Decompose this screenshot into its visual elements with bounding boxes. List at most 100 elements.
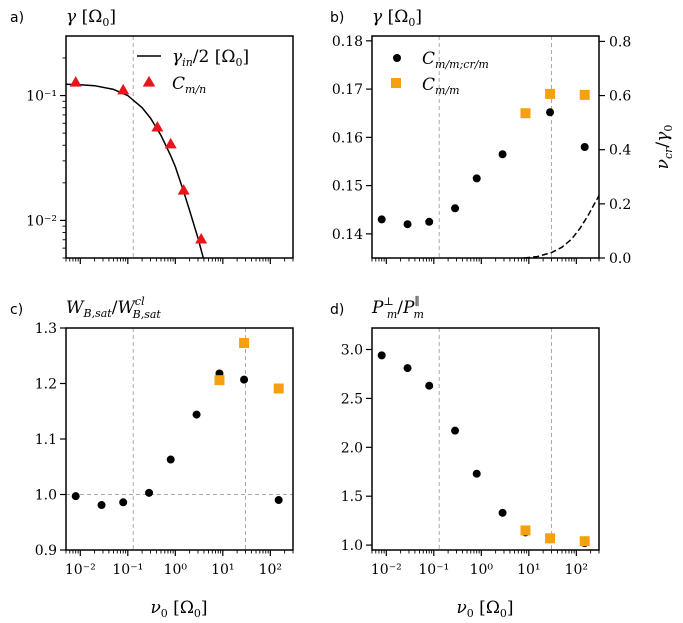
panel-a-legend: γin/2 [Ω0] Cm/n xyxy=(137,47,249,96)
panel-b-y2-label: νcr/γ0 xyxy=(653,125,675,170)
data-point-triangle xyxy=(195,232,208,244)
data-point-circle xyxy=(403,364,412,373)
y-tick-label: 0.9 xyxy=(35,543,57,559)
data-point-circle xyxy=(71,492,80,501)
legend-square-marker xyxy=(391,78,401,88)
data-point-circle xyxy=(403,220,412,229)
panel-b-legend: Cm/m;cr/m Cm/m xyxy=(391,49,489,97)
y-tick-label: 1.0 xyxy=(341,538,363,554)
data-point-circle xyxy=(472,469,481,478)
panel-a: a) γ [Ω0] 10⁻¹ 10⁻² γin/2 [Ω0] Cm/n xyxy=(10,7,294,264)
panel-c-title: WB,sat/Wcl B,sat xyxy=(66,295,161,321)
x-tick-label: 10⁰ xyxy=(164,562,188,578)
panel-c-x-label: ν0 [Ω0] xyxy=(150,598,207,620)
data-point-triangle xyxy=(151,121,164,132)
x-tick-label: 10⁰ xyxy=(470,562,494,578)
panel-c-x-ticks: 10⁻² 10⁻¹ 10⁰ 10¹ 10² xyxy=(65,550,294,578)
panel-a-frame xyxy=(65,35,294,259)
x-tick-label: 10² xyxy=(259,562,282,578)
y-tick-label: 1.5 xyxy=(341,489,363,505)
data-point-circle xyxy=(119,498,128,507)
data-point-circle xyxy=(472,174,481,183)
panel-c-label: c) xyxy=(10,302,23,318)
data-point-circle xyxy=(145,488,154,497)
data-point-triangle xyxy=(177,184,190,195)
y-tick-label: 1.3 xyxy=(35,321,57,337)
y2-tick-label: 0.6 xyxy=(609,89,631,105)
data-point-square xyxy=(520,525,531,536)
data-point-triangle xyxy=(69,76,82,87)
panel-b-frame xyxy=(371,35,600,259)
y-tick-label: 3.0 xyxy=(341,343,363,359)
y-tick-label: 10⁻¹ xyxy=(26,89,57,105)
data-point-circle xyxy=(451,204,460,213)
data-point-square xyxy=(239,337,250,348)
data-point-circle xyxy=(240,375,249,384)
x-tick-label: 10² xyxy=(565,562,588,578)
data-point-square xyxy=(579,536,590,547)
gamma-in-curve xyxy=(66,83,205,258)
x-tick-label: 10⁻¹ xyxy=(418,562,449,578)
y-tick-label: 0.14 xyxy=(332,227,363,243)
data-point-circle xyxy=(425,381,434,390)
data-point-circle xyxy=(425,217,434,226)
panel-a-x-ticks xyxy=(65,258,294,264)
panel-b: b) γ [Ω0] 0.14 0.15 0.16 0.17 0.18 0.0 0.2 0.4… xyxy=(330,7,675,267)
data-point-circle xyxy=(377,215,386,224)
panel-b-y2-ticks: 0.0 0.2 0.4 0.6 0.8 xyxy=(599,34,631,267)
data-point-square xyxy=(520,108,531,119)
y-tick-label: 2.5 xyxy=(341,391,363,407)
panel-a-label: a) xyxy=(10,10,24,26)
panel-b-vlines xyxy=(438,36,552,258)
data-point-circle xyxy=(192,410,201,419)
panel-d-x-label: ν0 [Ω0] xyxy=(456,598,513,620)
y-tick-label: 0.15 xyxy=(332,179,363,195)
data-point-square xyxy=(579,89,590,100)
data-point-square xyxy=(545,533,556,544)
panel-d-frame xyxy=(371,327,600,551)
data-point-square xyxy=(545,88,556,99)
panel-d-title: P⊥ m/P∥ m xyxy=(371,295,424,321)
y-tick-label: 1.1 xyxy=(35,432,57,448)
legend-cmmcr: Cm/m;cr/m xyxy=(422,49,489,71)
panel-a-title: γ [Ω0] xyxy=(66,7,116,29)
y2-tick-label: 0.2 xyxy=(609,197,631,213)
data-point-circle xyxy=(377,351,386,360)
y2-tick-label: 0.8 xyxy=(609,34,631,50)
y-tick-label: 2.0 xyxy=(341,440,363,456)
y-tick-label: 0.18 xyxy=(332,34,363,50)
panel-d: d) P⊥ m/P∥ m 10⁻² 10⁻¹ 10⁰ 10¹ 10² 1.0 1.5 2.0 2.… xyxy=(330,295,600,620)
data-point-circle xyxy=(498,508,507,517)
x-tick-label: 10⁻² xyxy=(65,562,96,578)
data-point-circle xyxy=(451,426,460,435)
x-tick-label: 10⁻¹ xyxy=(112,562,143,578)
panel-c-y-ticks: 0.9 1.0 1.1 1.2 1.3 xyxy=(35,321,66,559)
data-point-circle xyxy=(498,150,507,159)
data-point-triangle xyxy=(117,83,130,95)
data-point-circle xyxy=(274,496,283,505)
panel-d-y-ticks: 1.0 1.5 2.0 2.5 3.0 xyxy=(341,343,372,554)
legend-triangle-marker xyxy=(143,76,155,86)
data-point-circle xyxy=(580,143,589,151)
legend-cmm: Cm/m xyxy=(422,75,460,97)
y2-tick-label: 0.0 xyxy=(609,251,631,267)
panel-c: c) WB,sat/Wcl B,sat 10⁻² 10⁻¹ 10⁰ 10¹ 10² 0.9… xyxy=(10,295,294,620)
y-tick-label: 0.17 xyxy=(332,82,363,98)
panel-b-title: γ [Ω0] xyxy=(372,7,422,29)
x-tick-label: 10⁻² xyxy=(371,562,402,578)
data-point-circle xyxy=(546,108,555,117)
panel-d-vlines xyxy=(438,328,552,550)
data-point-circle xyxy=(166,455,175,464)
panel-a-y-ticks: 10⁻¹ 10⁻² xyxy=(26,57,66,259)
nu-cr-dashed-curve xyxy=(524,195,599,258)
x-tick-label: 10¹ xyxy=(211,562,234,578)
x-tick-label: 10¹ xyxy=(517,562,540,578)
data-point-square xyxy=(273,383,284,394)
data-point-triangle xyxy=(164,137,177,149)
y2-tick-label: 0.4 xyxy=(609,143,631,159)
legend-cmn: Cm/n xyxy=(172,74,206,96)
data-point-square xyxy=(214,375,225,386)
panel-c-frame xyxy=(65,327,294,551)
legend-gamma-in: γin/2 [Ω0] xyxy=(172,47,249,69)
